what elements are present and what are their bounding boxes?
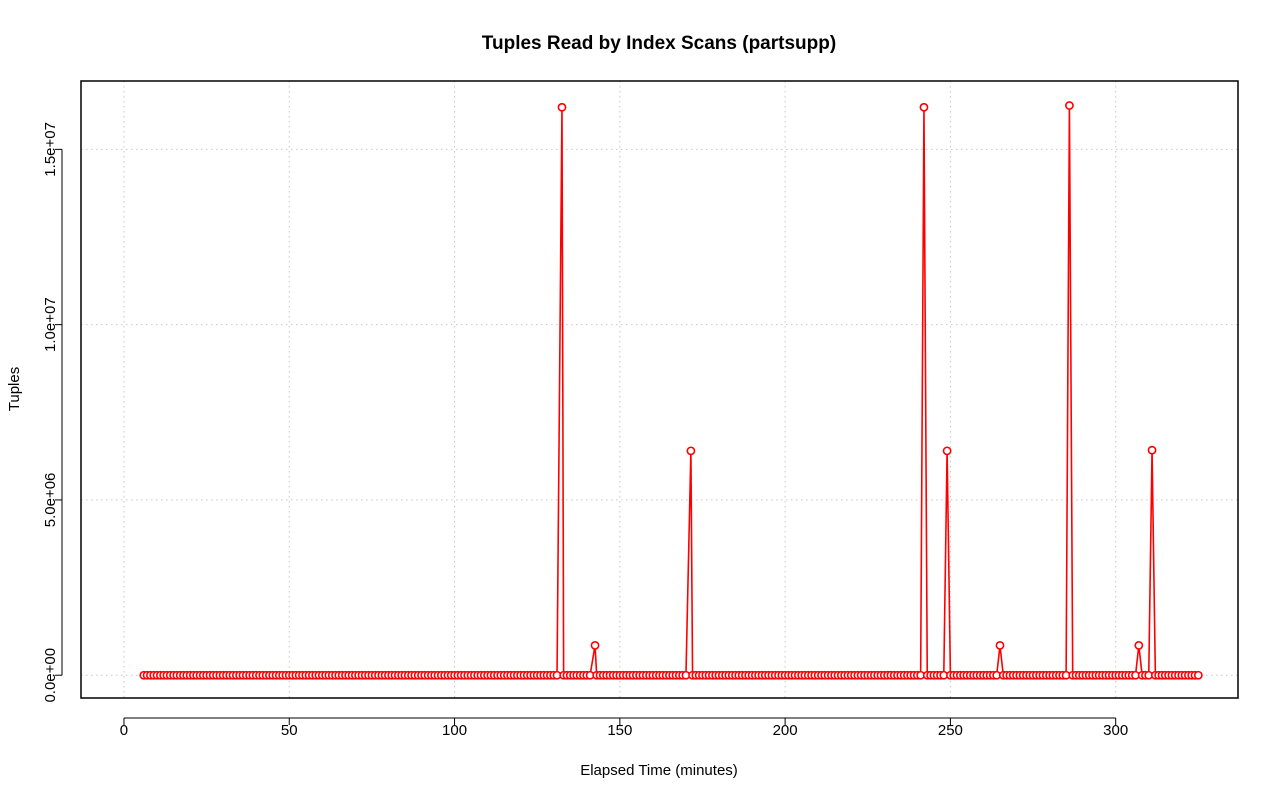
series-line: [143, 105, 1199, 677]
y-axis-label: Tuples: [6, 367, 23, 411]
peak-point: [590, 641, 600, 650]
peak-point: [1147, 445, 1157, 455]
peak-point: [1134, 641, 1144, 650]
grid-lines: [81, 81, 1238, 698]
data-point: [1193, 670, 1203, 680]
peak-point: [919, 102, 929, 112]
x-tick-label: 100: [442, 722, 467, 739]
peak-point: [557, 102, 567, 112]
peak-point: [942, 446, 952, 456]
y-tick-label: 5.0e+06: [42, 473, 59, 528]
y-tick-label: 1.5e+07: [42, 122, 59, 177]
peak-point: [1065, 101, 1074, 110]
x-tick-label: 50: [281, 722, 298, 739]
x-tick-label: 300: [1103, 722, 1128, 739]
x-axis-label: Elapsed Time (minutes): [580, 762, 738, 779]
x-tick-label: 250: [938, 722, 963, 739]
chart-title: Tuples Read by Index Scans (partsupp): [482, 33, 836, 54]
x-tick-label: 200: [773, 722, 798, 739]
peak-point: [995, 641, 1005, 650]
x-tick-label: 150: [607, 722, 632, 739]
peak-point: [686, 446, 696, 456]
y-tick-label: 0.0e+00: [42, 648, 59, 703]
plot-frame: [80, 80, 1239, 699]
x-axis: 0 50 100 150 200 250 300: [120, 717, 1128, 739]
y-axis: 0.0e+00 5.0e+06 1.0e+07 1.5e+07: [42, 122, 63, 703]
x-tick-label: 0: [120, 722, 128, 739]
data-series: [139, 101, 1203, 680]
y-tick-label: 1.0e+07: [42, 297, 59, 352]
